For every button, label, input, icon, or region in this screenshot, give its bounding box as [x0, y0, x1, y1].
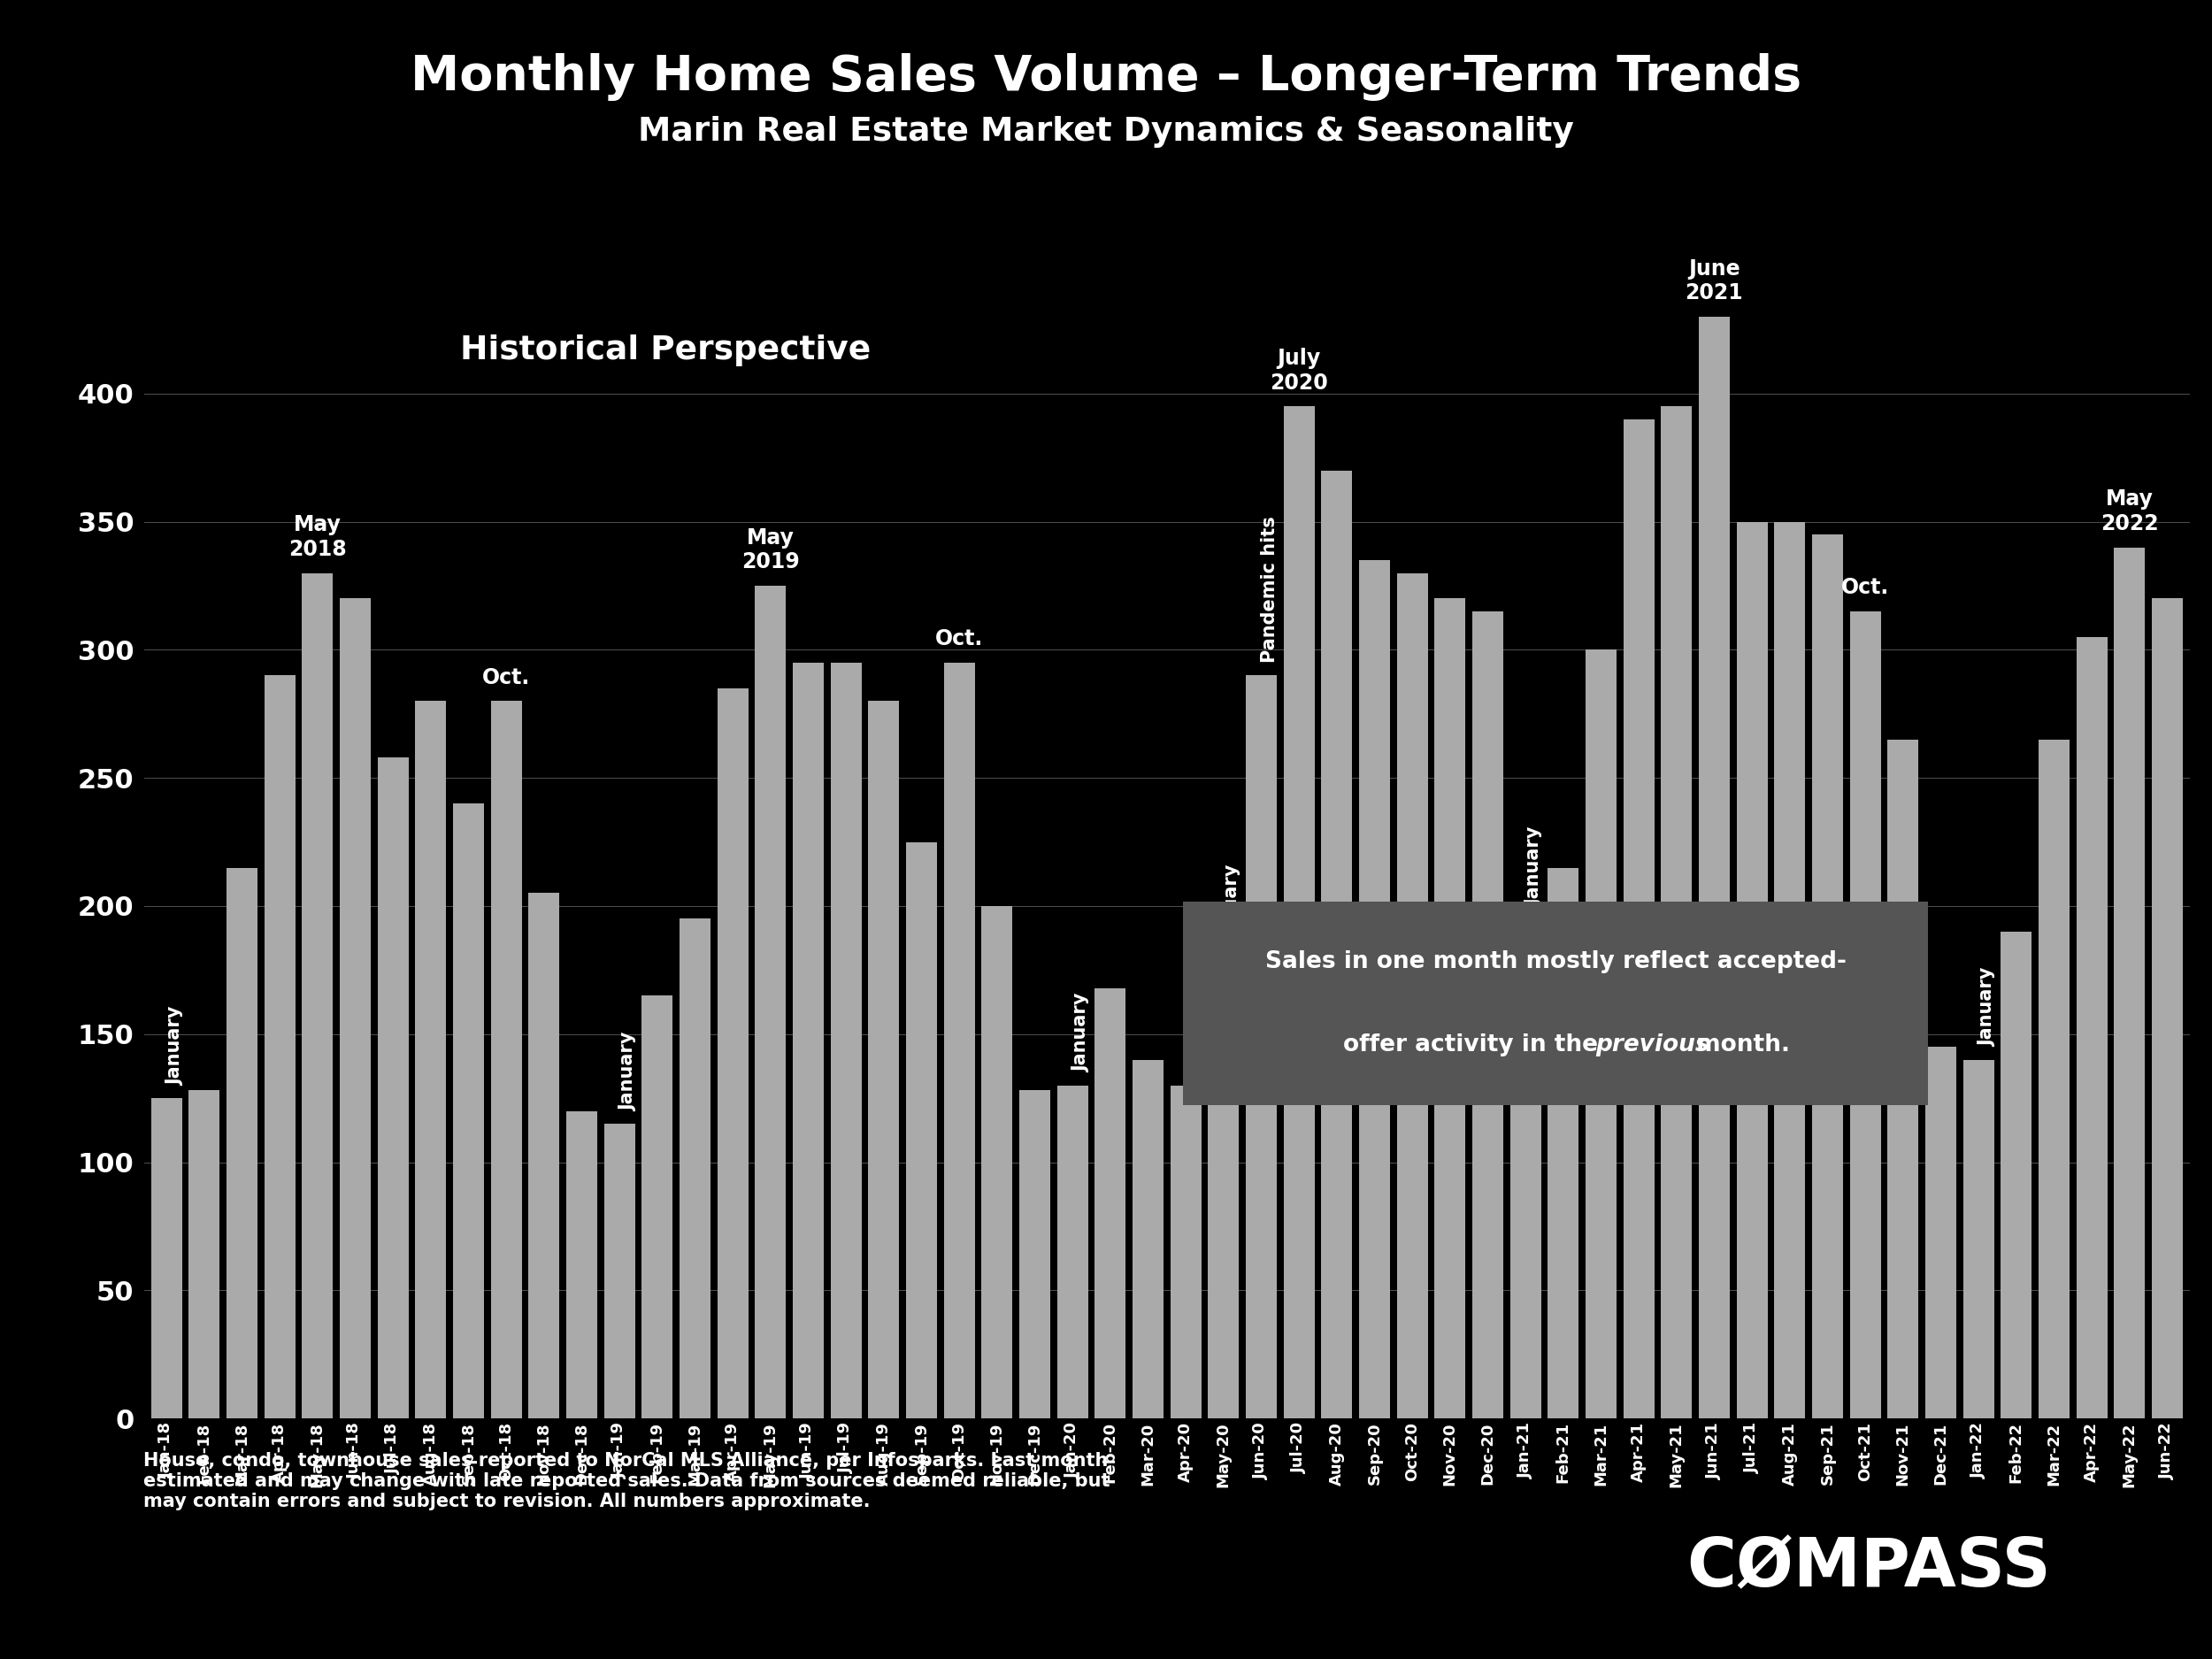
Text: offer activity in the: offer activity in the: [1343, 1034, 1606, 1057]
Bar: [2000, 932, 2031, 1418]
Bar: [1736, 521, 1767, 1418]
Text: Oct.: Oct.: [936, 629, 982, 650]
Bar: [641, 995, 672, 1418]
Bar: [188, 1090, 219, 1418]
Bar: [226, 868, 257, 1418]
Bar: [1624, 420, 1655, 1418]
Bar: [1358, 561, 1389, 1418]
Bar: [982, 906, 1013, 1418]
Bar: [1849, 611, 1880, 1418]
Bar: [1283, 406, 1314, 1418]
Bar: [378, 758, 409, 1418]
Bar: [1133, 1060, 1164, 1418]
Bar: [1511, 919, 1542, 1418]
Text: Oct.: Oct.: [1840, 577, 1889, 599]
Bar: [1245, 675, 1276, 1418]
Bar: [453, 803, 484, 1418]
Text: previous: previous: [1595, 1034, 1710, 1057]
Bar: [1170, 1085, 1201, 1418]
Text: Historical Perspective: Historical Perspective: [460, 335, 872, 367]
Bar: [529, 893, 560, 1418]
Bar: [341, 599, 372, 1418]
Text: House, condo, townhouse sales reported to NorCal MLS Alliance, per Infosparks. L: House, condo, townhouse sales reported t…: [144, 1452, 1110, 1510]
Bar: [1812, 534, 1843, 1418]
Bar: [754, 586, 785, 1418]
Bar: [1586, 650, 1617, 1418]
Text: January: January: [619, 1032, 637, 1112]
Text: June
2021: June 2021: [1686, 259, 1743, 304]
Bar: [1661, 406, 1692, 1418]
Bar: [1095, 989, 1126, 1418]
Bar: [1396, 572, 1427, 1418]
Bar: [1774, 521, 1805, 1418]
Text: Sales in one month mostly reflect accepted-: Sales in one month mostly reflect accept…: [1265, 951, 1847, 974]
Bar: [2039, 740, 2070, 1418]
Bar: [869, 702, 898, 1418]
Bar: [1436, 599, 1464, 1418]
Text: January: January: [1978, 967, 1995, 1047]
Text: Pandemic hits: Pandemic hits: [1261, 516, 1279, 662]
Text: May
2022: May 2022: [2101, 489, 2159, 534]
Bar: [830, 662, 860, 1418]
Bar: [1057, 1085, 1088, 1418]
Text: month.: month.: [1688, 1034, 1790, 1057]
Bar: [679, 919, 710, 1418]
Bar: [2115, 547, 2146, 1418]
Bar: [717, 688, 748, 1418]
Bar: [1208, 957, 1239, 1418]
Text: CØMPASS: CØMPASS: [1688, 1535, 2051, 1601]
Bar: [1699, 317, 1730, 1418]
Bar: [1887, 740, 1918, 1418]
Text: May
2019: May 2019: [741, 528, 799, 572]
Bar: [1020, 1090, 1051, 1418]
Bar: [491, 702, 522, 1418]
Text: Marin Real Estate Market Dynamics & Seasonality: Marin Real Estate Market Dynamics & Seas…: [637, 116, 1575, 148]
Bar: [792, 662, 823, 1418]
Text: Oct.: Oct.: [482, 667, 531, 688]
Bar: [566, 1112, 597, 1418]
Bar: [1962, 1060, 1993, 1418]
Bar: [945, 662, 975, 1418]
Text: Monthly Home Sales Volume – Longer-Term Trends: Monthly Home Sales Volume – Longer-Term …: [411, 53, 1801, 101]
Bar: [2152, 599, 2183, 1418]
Bar: [1548, 868, 1579, 1418]
Text: January: January: [1223, 866, 1241, 944]
Text: May
2018: May 2018: [288, 514, 347, 561]
Bar: [1924, 1047, 1955, 1418]
Bar: [150, 1098, 181, 1418]
Bar: [1321, 471, 1352, 1418]
Bar: [416, 702, 447, 1418]
Bar: [263, 675, 294, 1418]
Bar: [303, 572, 334, 1418]
Text: January: January: [166, 1007, 184, 1085]
Bar: [604, 1123, 635, 1418]
Text: January: January: [1526, 826, 1544, 906]
Bar: [907, 841, 938, 1418]
Bar: [1473, 611, 1504, 1418]
Text: January: January: [1073, 994, 1091, 1072]
Bar: [2077, 637, 2108, 1418]
Text: July
2020: July 2020: [1270, 348, 1327, 393]
